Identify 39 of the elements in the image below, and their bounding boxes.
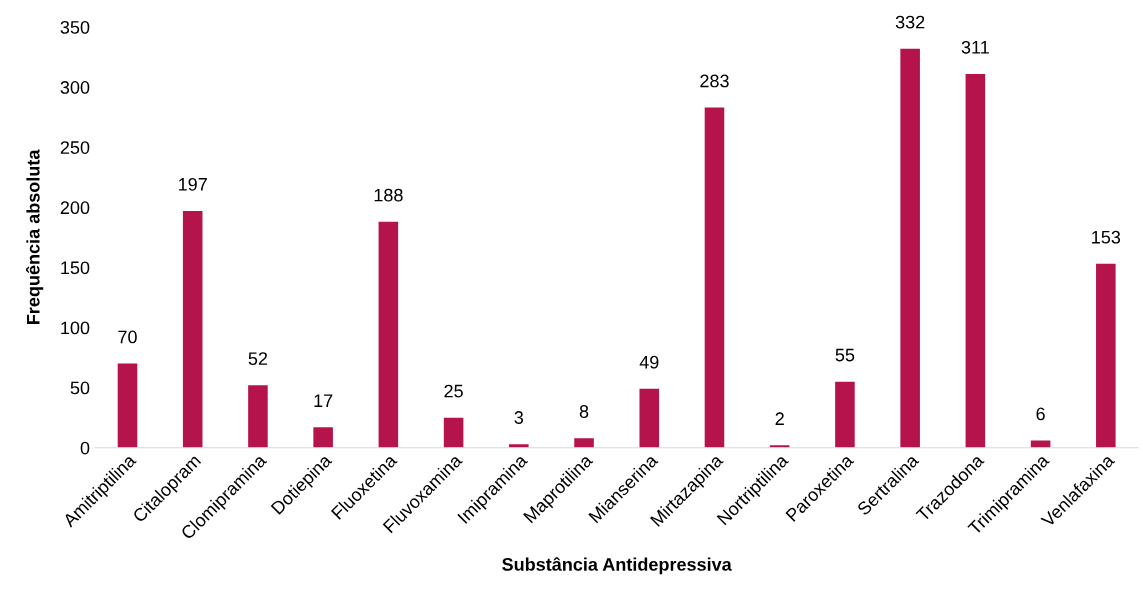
y-tick-label: 350 [60,20,90,34]
bar [900,48,920,448]
y-tick-label: 100 [61,321,90,335]
y-tick-label: 150 [61,261,90,275]
y-axis-title: Frequência absoluta [25,149,44,324]
bar [574,438,594,448]
data-label: 188 [374,188,403,202]
data-label: 17 [314,394,333,407]
data-label: 25 [444,384,463,398]
bar [248,385,268,448]
y-tick-label: 50 [70,381,90,395]
data-label: 332 [895,15,925,29]
x-axis-title: Substância Antidepressiva [502,557,732,575]
data-label: 8 [579,405,589,418]
data-label: 197 [179,177,207,191]
data-label: 283 [700,74,729,88]
bar [835,381,855,448]
y-tick-label: 0 [80,441,90,455]
bar [639,388,660,448]
data-label: 55 [835,348,855,362]
bar [965,73,986,448]
data-label: 6 [1036,407,1045,421]
bar [1096,263,1116,448]
data-label: 70 [118,330,137,344]
y-tick-label: 300 [60,81,90,94]
data-label: 153 [1092,230,1121,244]
bar [378,221,399,448]
bar [182,210,203,448]
data-label: 2 [775,412,784,425]
y-tick-label: 200 [60,201,90,215]
y-tick-label: 250 [60,141,90,154]
bar [704,107,725,448]
data-label: 52 [248,352,268,366]
data-label: 311 [961,40,989,54]
bar [117,363,138,448]
data-label: 49 [639,355,659,369]
bar [313,427,333,448]
data-label: 3 [514,411,524,424]
bar [443,417,464,448]
